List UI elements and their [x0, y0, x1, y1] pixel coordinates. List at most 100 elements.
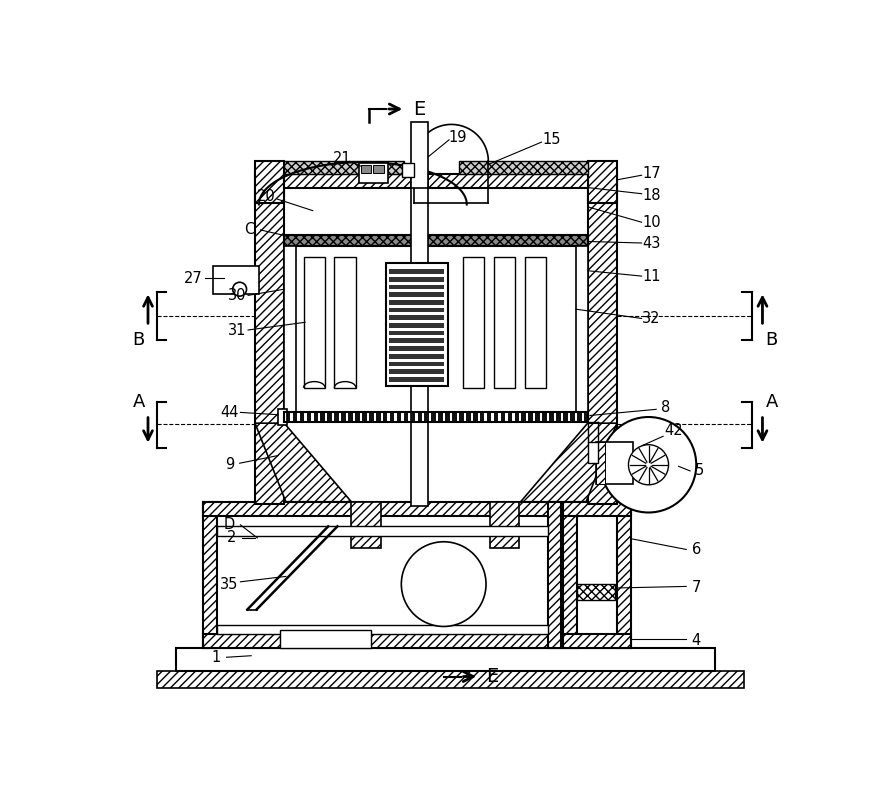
Bar: [508, 412, 512, 422]
Text: 32: 32: [642, 311, 660, 326]
Bar: [383, 412, 388, 422]
Bar: [389, 339, 444, 343]
Circle shape: [629, 445, 668, 485]
Polygon shape: [521, 423, 617, 502]
Bar: [389, 308, 444, 312]
Bar: [389, 412, 395, 422]
Bar: [284, 412, 588, 422]
Bar: [411, 122, 428, 188]
Bar: [418, 412, 422, 422]
Text: 11: 11: [642, 269, 660, 284]
Bar: [459, 161, 588, 174]
Bar: [306, 412, 311, 422]
Bar: [515, 412, 519, 422]
Bar: [284, 236, 588, 246]
Bar: [373, 165, 383, 173]
Bar: [563, 502, 577, 648]
Bar: [376, 412, 381, 422]
Bar: [466, 412, 471, 422]
Bar: [389, 347, 444, 351]
Bar: [176, 648, 714, 671]
Bar: [217, 527, 548, 535]
Bar: [389, 377, 444, 381]
Bar: [549, 412, 554, 422]
Bar: [299, 412, 305, 422]
Bar: [203, 634, 562, 648]
Text: 1: 1: [212, 649, 221, 665]
Bar: [369, 412, 374, 422]
Bar: [542, 412, 547, 422]
Bar: [490, 502, 519, 548]
Bar: [577, 584, 615, 600]
Text: C: C: [245, 222, 255, 237]
Bar: [459, 412, 464, 422]
Bar: [355, 412, 359, 422]
Bar: [284, 161, 404, 174]
Bar: [386, 263, 448, 386]
Bar: [494, 412, 498, 422]
Bar: [396, 412, 402, 422]
Text: E: E: [413, 99, 426, 118]
Bar: [328, 412, 332, 422]
Bar: [425, 412, 429, 422]
Bar: [389, 323, 444, 328]
Bar: [404, 412, 408, 422]
Bar: [463, 257, 485, 388]
Bar: [360, 165, 372, 173]
Text: 44: 44: [221, 405, 239, 420]
Bar: [577, 412, 582, 422]
Text: E: E: [486, 667, 498, 686]
Bar: [402, 163, 414, 177]
Bar: [389, 331, 444, 335]
Text: A: A: [766, 393, 778, 411]
Bar: [501, 412, 505, 422]
Text: 20: 20: [257, 190, 276, 205]
Text: 8: 8: [660, 400, 670, 415]
Text: 4: 4: [691, 633, 701, 648]
Bar: [588, 442, 599, 463]
Text: 35: 35: [221, 577, 238, 592]
Text: A: A: [132, 393, 145, 411]
Bar: [348, 412, 353, 422]
Bar: [255, 174, 284, 504]
Bar: [389, 293, 444, 297]
Bar: [389, 362, 444, 366]
Text: B: B: [766, 331, 778, 349]
Bar: [359, 163, 389, 183]
Bar: [576, 246, 588, 412]
Text: 43: 43: [643, 236, 660, 251]
Bar: [479, 412, 485, 422]
Text: B: B: [132, 331, 145, 349]
Bar: [389, 316, 444, 320]
Bar: [473, 412, 478, 422]
Bar: [389, 370, 444, 374]
Bar: [563, 502, 630, 515]
Text: 5: 5: [695, 463, 704, 478]
Text: 15: 15: [542, 132, 561, 147]
Text: 27: 27: [184, 271, 203, 286]
Bar: [362, 412, 366, 422]
Bar: [596, 442, 606, 484]
Bar: [445, 412, 449, 422]
Bar: [389, 285, 444, 289]
Bar: [389, 277, 444, 282]
Bar: [255, 161, 284, 203]
Bar: [547, 502, 562, 648]
Text: 7: 7: [691, 580, 701, 596]
Bar: [494, 257, 516, 388]
Bar: [389, 269, 444, 274]
Text: D: D: [224, 517, 235, 532]
Text: 18: 18: [642, 188, 660, 203]
Bar: [525, 257, 546, 388]
Text: 10: 10: [642, 215, 660, 230]
Bar: [389, 300, 444, 305]
Bar: [570, 412, 575, 422]
Polygon shape: [255, 423, 351, 502]
Bar: [588, 161, 617, 203]
Circle shape: [233, 282, 246, 296]
Bar: [284, 246, 296, 412]
Text: 17: 17: [642, 167, 660, 181]
Bar: [213, 266, 259, 294]
Circle shape: [600, 417, 696, 512]
Bar: [584, 412, 588, 422]
